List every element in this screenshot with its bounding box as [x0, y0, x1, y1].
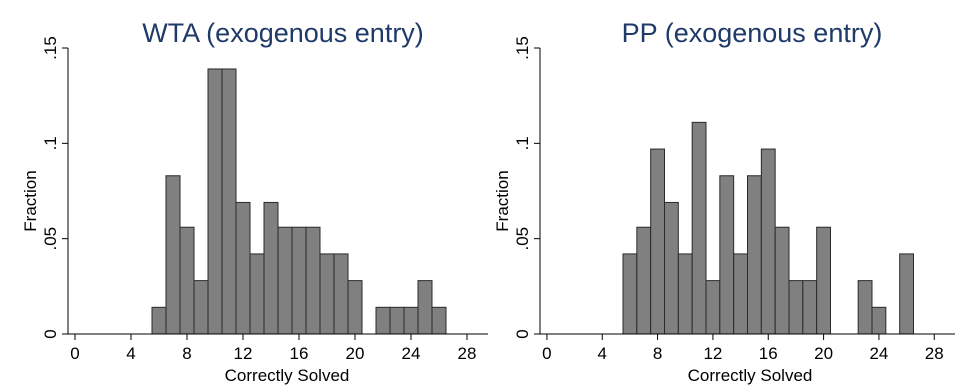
- y-tick-label: 0: [41, 329, 60, 338]
- histogram-bar: [664, 201, 679, 335]
- histogram-bar: [899, 253, 915, 335]
- x-tick-label: 8: [182, 344, 191, 363]
- histogram-bar: [165, 175, 181, 335]
- y-tick-label: .1: [41, 136, 60, 150]
- x-tick-label: 12: [703, 344, 722, 363]
- histogram-bar: [235, 201, 251, 335]
- y-axis-label: Fraction: [21, 170, 40, 231]
- y-tick-label: .05: [41, 227, 60, 251]
- y-tick-label: .1: [513, 136, 532, 150]
- y-tick-label: .05: [513, 227, 532, 251]
- y-tick-label: 0: [513, 329, 532, 338]
- histogram-bar: [733, 253, 749, 335]
- histogram-bar: [760, 148, 776, 335]
- histogram-bar: [677, 253, 693, 335]
- histogram-bar: [802, 280, 818, 335]
- histogram-bar: [179, 226, 195, 335]
- histogram-bar: [747, 175, 762, 335]
- x-tick-label: 12: [234, 344, 253, 363]
- x-tick-label: 16: [290, 344, 309, 363]
- x-axis-label: Correctly Solved: [688, 366, 813, 385]
- x-tick-label: 24: [869, 344, 888, 363]
- histogram-bar: [277, 226, 293, 335]
- x-tick-label: 24: [402, 344, 421, 363]
- histogram-bar: [333, 253, 349, 335]
- histogram-bar: [291, 226, 307, 335]
- x-tick-label: 28: [458, 344, 477, 363]
- x-tick-label: 4: [126, 344, 135, 363]
- histogram-bar: [691, 121, 707, 335]
- histogram-bar: [375, 306, 391, 335]
- y-axis-label: Fraction: [493, 170, 512, 231]
- histogram-bar: [207, 68, 223, 335]
- histogram-bar: [650, 148, 666, 335]
- x-tick-label: 20: [814, 344, 833, 363]
- histogram-bar: [774, 226, 790, 335]
- x-axis-label: Correctly Solved: [225, 366, 350, 385]
- histogram-bar: [705, 280, 721, 335]
- histogram-bar: [431, 306, 447, 335]
- histogram-bar: [263, 201, 279, 335]
- chart-title: WTA (exogenous entry): [142, 18, 424, 48]
- histogram-bar: [403, 306, 419, 335]
- y-tick-label: .15: [513, 36, 532, 60]
- histogram-bar: [193, 280, 209, 335]
- histogram-bar: [305, 226, 321, 335]
- histogram-bar: [622, 253, 638, 335]
- histogram-bar: [319, 253, 335, 335]
- x-tick-label: 16: [759, 344, 778, 363]
- histogram-bar: [249, 253, 265, 335]
- x-tick-label: 4: [598, 344, 607, 363]
- histogram-bar: [221, 68, 237, 335]
- histogram-bar: [788, 280, 804, 335]
- x-tick-label: 0: [70, 344, 79, 363]
- histogram-bar: [816, 226, 832, 335]
- histogram-bar: [719, 175, 735, 335]
- histogram-bar: [347, 280, 363, 335]
- histogram-bar: [389, 306, 405, 335]
- histogram-bar: [636, 226, 652, 335]
- chart-title: PP (exogenous entry): [622, 18, 883, 48]
- histogram-bar: [857, 280, 873, 335]
- x-tick-label: 0: [542, 344, 551, 363]
- x-tick-label: 28: [925, 344, 944, 363]
- histogram-bar: [151, 306, 167, 335]
- histogram-bar: [417, 280, 433, 335]
- y-tick-label: .15: [41, 36, 60, 60]
- x-tick-label: 8: [653, 344, 662, 363]
- histogram-bar: [871, 306, 887, 335]
- x-tick-label: 20: [346, 344, 365, 363]
